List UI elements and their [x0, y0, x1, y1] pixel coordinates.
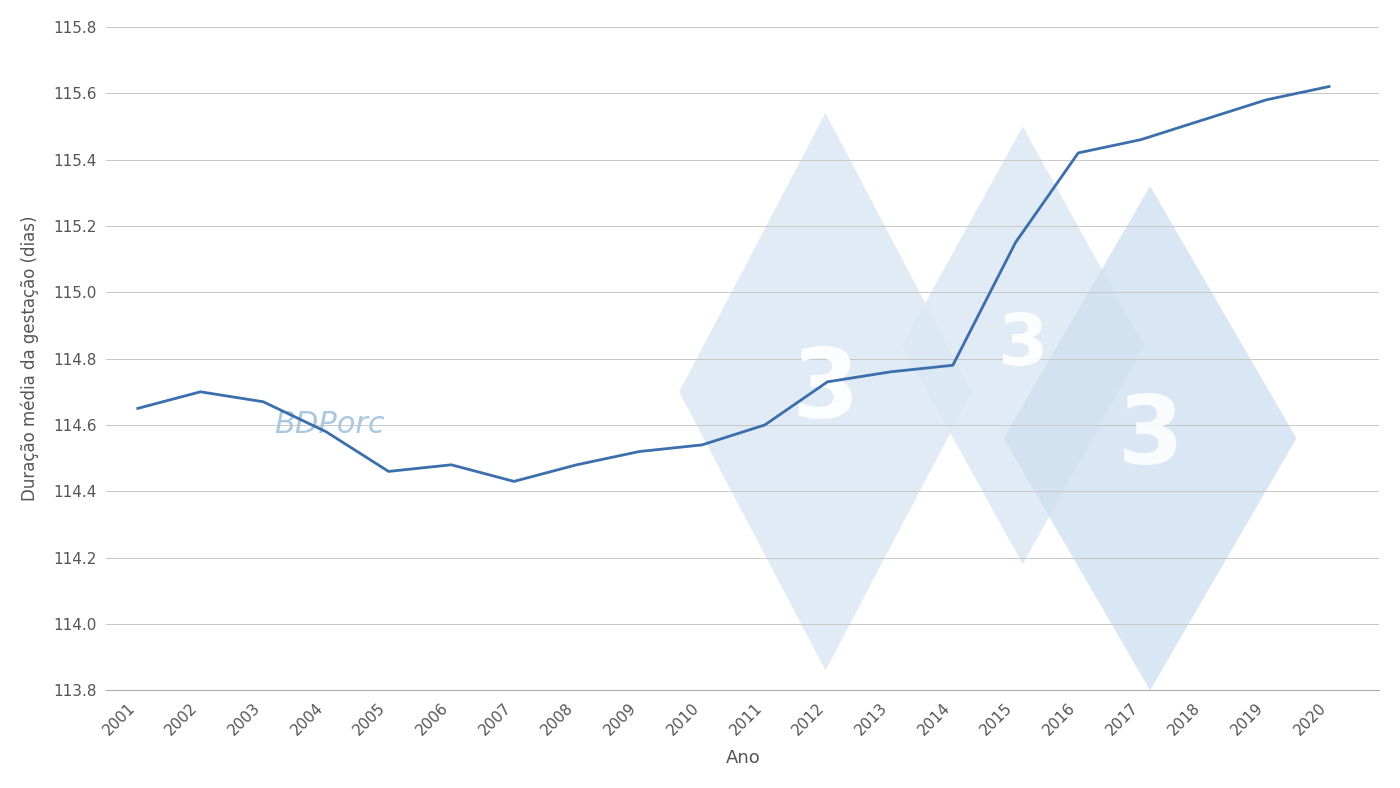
- Polygon shape: [679, 113, 972, 671]
- Text: BDPorc: BDPorc: [274, 411, 385, 440]
- X-axis label: Ano: Ano: [725, 749, 760, 768]
- Text: 3: 3: [792, 345, 860, 438]
- Polygon shape: [902, 126, 1144, 564]
- Y-axis label: Duração média da gestação (dias): Duração média da gestação (dias): [21, 216, 39, 501]
- Text: 3: 3: [1117, 392, 1183, 485]
- Text: 3: 3: [998, 310, 1049, 380]
- Polygon shape: [1004, 186, 1296, 690]
